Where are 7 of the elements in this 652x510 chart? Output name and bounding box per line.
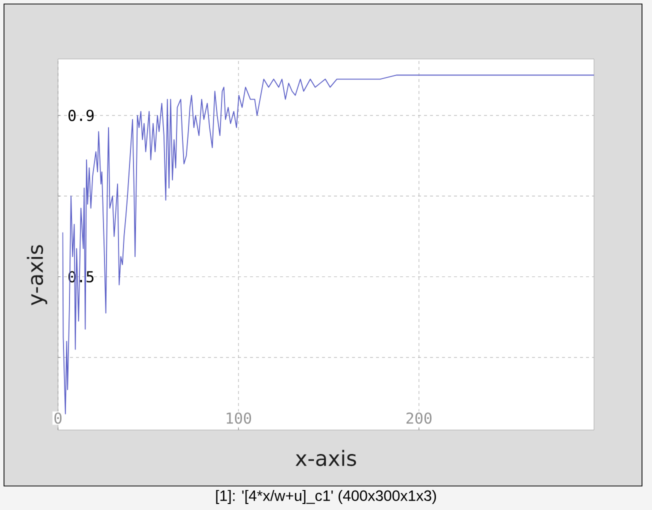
x-axis-title: x-axis [296, 450, 356, 466]
y-axis-title: y-axis [26, 245, 48, 306]
x-tick-label: 100 [226, 412, 252, 424]
text: [1]: '[4*x/w+u]_c1' (400x300x1x3) [216, 490, 436, 504]
x-tick-label: 0 [54, 412, 62, 424]
x-tick-label: 200 [406, 412, 432, 424]
y-tick-label: 0.9 [68, 110, 94, 122]
